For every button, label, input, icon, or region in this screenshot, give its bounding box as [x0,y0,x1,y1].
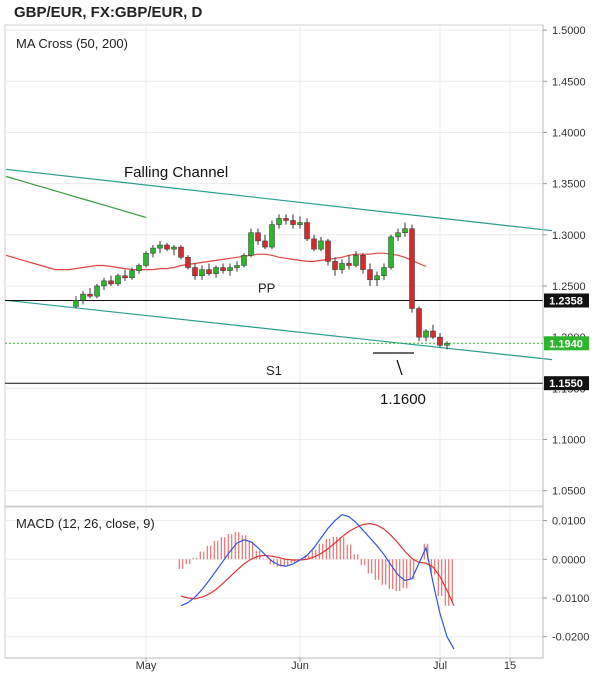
candle-body-down [179,247,184,257]
candle-body-down [193,268,198,276]
candle-body-up [116,276,121,284]
candle-body-up [319,241,324,249]
candle-body-up [403,229,408,233]
candle[interactable] [242,253,247,267]
window-title: GBP/EUR, FX:GBP/EUR, D [14,4,203,21]
candle-body-up [102,281,107,286]
time-tick-label: 15 [504,660,516,672]
candle-body-up [81,294,86,300]
candle-body-down [361,255,366,269]
candle-body-up [74,300,79,306]
candle-body-down [123,276,128,278]
candle-body-down [305,223,310,239]
candle-body-down [256,233,261,241]
candle[interactable] [326,239,331,266]
candle-body-up [389,237,394,268]
macd-tick-label: -0.0100 [552,593,589,605]
candle-body-up [375,276,380,280]
candle-body-up [396,233,401,237]
candle-body-up [172,247,177,249]
candle-body-up [151,248,156,253]
price-tick-label: 1.4500 [552,76,586,88]
candle-body-up [298,223,303,225]
time-tick-label: Jul [433,660,447,672]
candle-body-up [340,263,345,269]
ma-cross-title: MA Cross (50, 200) [16,36,128,51]
candle[interactable] [270,220,275,249]
candle[interactable] [116,274,121,286]
candle-body-up [235,266,240,268]
candle[interactable] [410,225,415,313]
level-badge-s1: 1.1550 [549,378,583,390]
macd-tick-label: -0.0200 [552,632,589,644]
candle-body-up [424,331,429,337]
candle-body-down [410,229,415,309]
macd-tick-label: 0.0000 [552,554,586,566]
annotation-falling-channel: Falling Channel [124,164,228,181]
macd-title: MACD (12, 26, close, 9) [16,516,155,531]
level-badge-pp: 1.2358 [549,296,583,308]
candle-body-down [207,270,212,274]
candle-body-up [354,255,359,265]
annotation-target-level: 1.1600 [380,391,426,408]
candle-body-down [221,268,226,271]
candle-body-down [438,337,443,345]
candle-body-up [445,343,450,345]
price-tick-label: 1.3000 [552,230,586,242]
candle[interactable] [186,255,191,269]
price-tick-label: 1.4000 [552,127,586,139]
time-tick-label: May [136,660,157,672]
candle-body-up [242,255,247,265]
candle-body-down [109,281,114,284]
candle[interactable] [389,235,394,270]
macd-tick-label: 0.0100 [552,516,586,528]
candle-body-down [291,220,296,224]
candle[interactable] [179,245,184,259]
price-tick-label: 1.3500 [552,179,586,191]
level-label-pp: PP [258,281,275,296]
candle-body-up [382,268,387,276]
candle-body-down [186,257,191,267]
candle-body-up [144,253,149,265]
candle[interactable] [95,284,100,298]
candle-body-down [165,245,170,249]
candle-body-down [368,270,373,280]
candle-body-up [200,270,205,276]
candle-body-up [270,225,275,248]
candle-body-up [228,268,233,271]
last-price-badge: 1.1940 [549,338,583,350]
candle-body-down [312,239,317,249]
price-tick-label: 1.2500 [552,281,586,293]
level-label-s1: S1 [266,363,282,378]
candle-body-up [95,286,100,296]
candle-body-up [249,233,254,256]
candle-body-up [214,268,219,274]
candle-body-down [88,294,93,296]
candle[interactable] [417,306,422,341]
price-tick-label: 1.5000 [552,25,586,37]
candle-body-down [263,241,268,247]
candle-body-down [431,331,436,337]
candle-body-up [130,271,135,278]
candle-body-up [137,266,142,271]
candle-body-down [333,261,338,269]
candle-body-down [326,241,331,261]
candle-body-up [277,218,282,224]
candle[interactable] [144,251,149,267]
price-tick-label: 1.1000 [552,434,586,446]
candle-body-down [417,308,422,337]
candle[interactable] [249,229,254,258]
candle-body-up [158,245,163,248]
candle-body-down [347,263,352,265]
price-tick-label: 1.0500 [552,486,586,498]
time-tick-label: Jun [291,660,309,672]
candle-body-down [284,218,289,220]
